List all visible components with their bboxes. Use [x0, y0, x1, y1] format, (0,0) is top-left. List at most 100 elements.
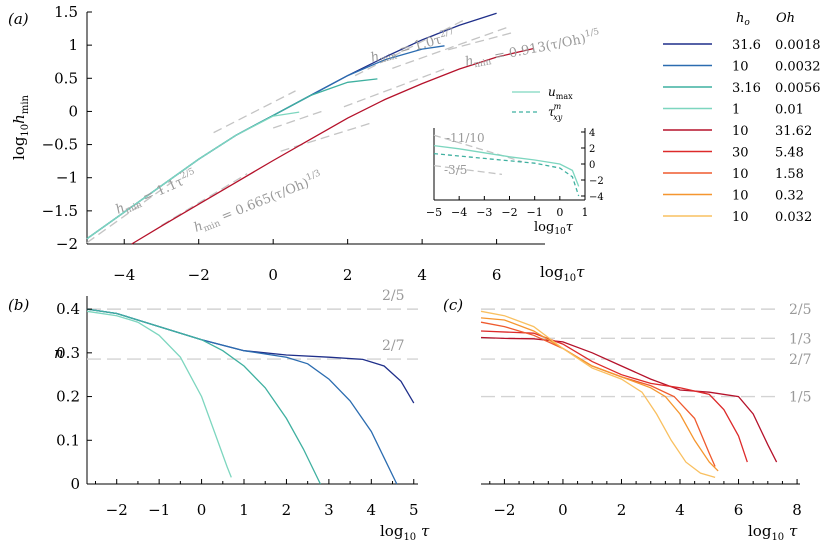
inset-ytick-label: 4 [589, 128, 595, 139]
c-series-line [480, 310, 716, 479]
legend-h0: 3.16 [732, 81, 761, 96]
a-ytick-label: 1 [68, 36, 78, 54]
panel-a-series [86, 12, 534, 245]
a-ytick-label: −1 [56, 169, 78, 187]
panel-c-xlabel: log10 τ [748, 522, 798, 543]
inset-xtick-label: −5 [426, 206, 442, 219]
panel-b-ticks: −2 −1 0 1 2 3 4 5 0 0.1 0.2 0.3 0.4 [56, 300, 418, 519]
panel-a-xlabel: log10τ [540, 263, 585, 284]
c-ref-label: 1/5 [789, 390, 812, 406]
panel-c: 2/5 1/3 2/7 1/5 −2 0 2 4 6 8 (c) log10 τ [443, 296, 812, 543]
legend-h0: 10 [732, 189, 749, 204]
a-fit-line [272, 110, 322, 129]
a-xtick-label: 4 [417, 266, 427, 284]
inset-ytick-label: −4 [589, 192, 604, 203]
inset-xtick-label: −4 [451, 206, 467, 219]
legend-oh: 0.032 [775, 210, 812, 225]
c-ref-label: 1/3 [789, 331, 812, 347]
panel-a-ylabel: log10hmin [10, 94, 31, 160]
fit-label-1-5: hmin = 0.913(τ/Oh)1/5 [464, 27, 603, 72]
b-ref-label: 2/7 [382, 338, 405, 354]
legend-h0: 10 [732, 124, 749, 139]
legend-oh: 0.0018 [775, 38, 821, 53]
legend-oh: 1.58 [775, 167, 804, 182]
c-xtick-label: −2 [493, 501, 515, 519]
b-ytick-label: 0 [70, 475, 80, 493]
legend: ho Oh 31.6 0.0018 10 0.0032 3.16 0.0056 1 0.01 1… [663, 11, 821, 225]
panel-c-label: (c) [443, 296, 463, 314]
a-xtick-label: −2 [188, 266, 210, 284]
panel-c-reference-lines: 2/5 1/3 2/7 1/5 [481, 302, 812, 406]
inset-tau-line [433, 152, 580, 197]
legend-oh: 5.48 [775, 146, 804, 161]
a-series-line [131, 47, 534, 245]
b-xtick-label: 1 [239, 501, 249, 519]
c-xtick-label: 0 [558, 501, 568, 519]
inset-slope-label-2: -3/5 [444, 163, 467, 177]
legend-header-oh: Oh [776, 11, 795, 26]
a-fit-line [213, 90, 296, 134]
a-ytick-label: 0 [68, 102, 78, 120]
b-xtick-label: 2 [282, 501, 292, 519]
legend-h0: 30 [732, 146, 749, 161]
a-xtick-label: 6 [492, 266, 502, 284]
inset-ytick-label: 0 [589, 160, 595, 171]
c-ref-label: 2/5 [789, 302, 812, 318]
inset-xtick-label: −3 [476, 206, 492, 219]
inset: −5 −4 −3 −2 −1 0 1 4 2 0 −2 −4 -11/10 -3/5 umax τm x… [426, 85, 604, 237]
c-series-line [480, 336, 778, 463]
inset-xtick-label: 1 [582, 206, 589, 219]
inset-ref-line [433, 164, 503, 176]
panel-b-label: (b) [8, 296, 29, 314]
b-ytick-label: 0.3 [56, 344, 80, 362]
b-xtick-label: 3 [324, 501, 334, 519]
panel-b: 2/5 2/7 −2 −1 0 1 2 3 4 5 0 0.1 0.2 0.3 0.4 (b) n log… [8, 288, 430, 543]
inset-xtick-label: −2 [501, 206, 517, 219]
b-series-line [86, 310, 232, 478]
b-series-line [86, 308, 321, 485]
inset-xlabel: log10τ [534, 220, 574, 237]
b-ref-label: 2/5 [382, 288, 405, 304]
b-ytick-label: 0.2 [56, 388, 80, 406]
a-ytick-label: 1.5 [54, 3, 78, 21]
panel-b-ylabel: n [54, 344, 64, 362]
b-xtick-label: 5 [409, 501, 419, 519]
c-xtick-label: 6 [734, 501, 744, 519]
a-fit-line [280, 122, 371, 152]
inset-ticks: −5 −4 −3 −2 −1 0 1 4 2 0 −2 −4 [426, 128, 604, 219]
panel-a-ticks: −4 −2 0 2 4 6 −2 −1.5 −1 −0.5 0 0.5 1 1.5 [42, 3, 502, 284]
a-ytick-label: −2 [56, 235, 78, 253]
b-ytick-label: 0.4 [56, 300, 80, 318]
c-xtick-label: 4 [675, 501, 685, 519]
legend-h0: 31.6 [732, 38, 761, 53]
c-xtick-label: 8 [792, 501, 802, 519]
inset-slope-label-1: -11/10 [446, 131, 485, 145]
a-xtick-label: 0 [268, 266, 278, 284]
a-fit-line [392, 26, 508, 69]
b-xtick-label: 0 [197, 501, 207, 519]
a-fit-line [343, 68, 445, 108]
a-xtick-label: −4 [113, 266, 135, 284]
c-ref-label: 2/7 [789, 352, 812, 368]
b-xtick-label: −2 [106, 501, 128, 519]
inset-ytick-label: −2 [589, 176, 604, 187]
b-xtick-label: 4 [367, 501, 377, 519]
inset-legend-umax: umax [548, 85, 573, 101]
fit-label-1-3: hmin = 0.665(τ/Oh)1/3 [191, 168, 326, 237]
legend-h0: 10 [732, 60, 749, 75]
panel-c-series [480, 310, 778, 479]
legend-oh: 0.32 [775, 189, 804, 204]
a-series-line [86, 111, 300, 240]
c-xtick-label: 2 [617, 501, 627, 519]
fit-label-2-7: hmin = 1.0τ2/7 [369, 27, 458, 68]
b-series-line [86, 308, 398, 485]
a-fit-line [161, 173, 248, 226]
panel-a-label: (a) [8, 10, 29, 28]
c-series-line [480, 321, 716, 467]
legend-h0: 1 [732, 103, 740, 118]
panel-c-ticks: −2 0 2 4 6 8 [489, 479, 802, 519]
inset-xtick-label: −1 [527, 206, 543, 219]
inset-ytick-label: 2 [589, 144, 595, 155]
a-fit-line [354, 18, 468, 77]
